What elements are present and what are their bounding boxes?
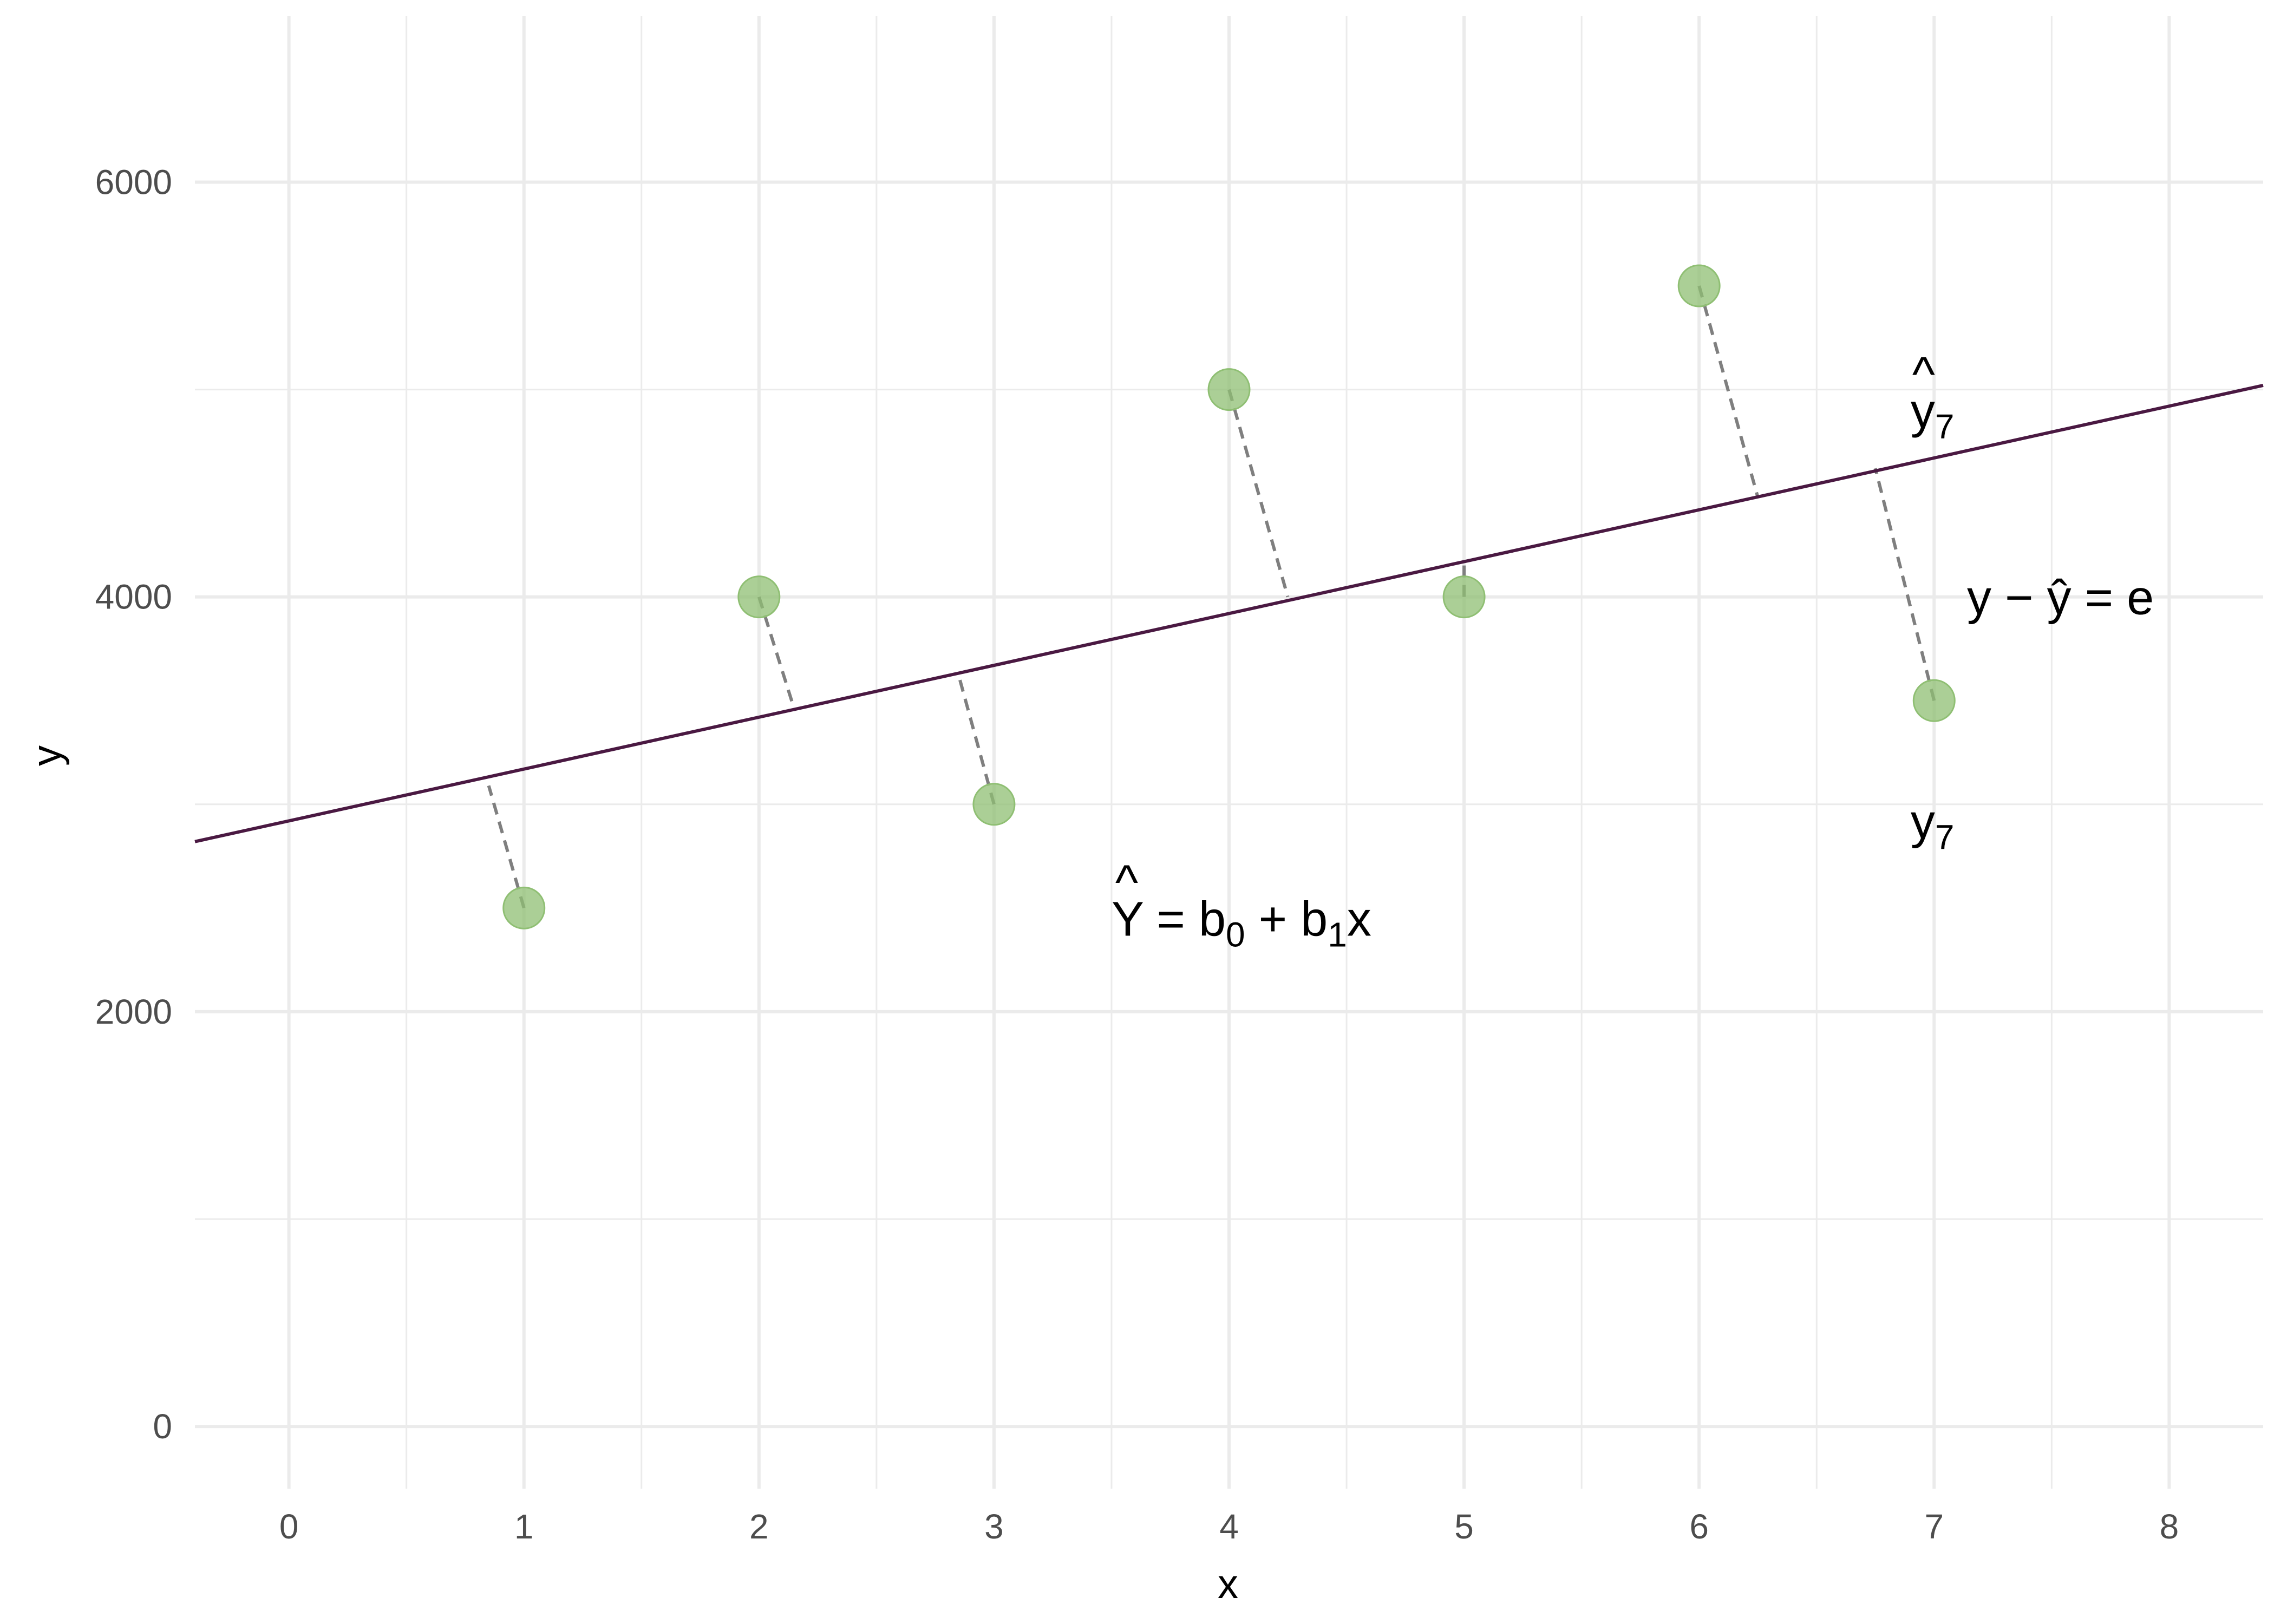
x-tick-label: 2 <box>749 1507 769 1546</box>
residual-equation: y − ŷ = e <box>1967 571 2154 625</box>
hat-mark: ^ <box>1912 348 1935 402</box>
regression-line <box>194 383 2264 843</box>
regression-line-group <box>194 383 2264 843</box>
label-y7: y7 <box>1911 795 1955 856</box>
y-tick-label: 6000 <box>95 162 172 201</box>
y-tick-labels: 0 2000 4000 6000 <box>95 162 172 1446</box>
annotation-yhat7: y7^ <box>1911 348 1955 446</box>
x-tick-label: 4 <box>1219 1507 1239 1546</box>
data-point <box>737 575 781 619</box>
annotation-resid: y − ŷ = e <box>1967 571 2154 625</box>
x-tick-label: 1 <box>514 1507 534 1546</box>
residual-segment <box>1697 285 1760 498</box>
y-tick-label: 4000 <box>95 578 172 617</box>
equation-text: Y = b0​ + b1​x <box>1112 892 1371 954</box>
y-tick-label: 0 <box>153 1407 172 1446</box>
residual-segment <box>1227 389 1290 598</box>
residual-segments <box>487 285 1936 909</box>
x-tick-label: 8 <box>2160 1507 2179 1546</box>
data-points <box>502 264 1956 929</box>
x-tick-label: 0 <box>279 1507 299 1546</box>
data-point <box>1912 679 1956 722</box>
x-axis-title: x <box>1218 1561 1238 1607</box>
label-yhat7: y7 <box>1911 384 1955 446</box>
y-axis-title: y <box>24 745 70 766</box>
x-tick-label: 5 <box>1454 1507 1474 1546</box>
x-tick-label: 6 <box>1689 1507 1709 1546</box>
data-point <box>972 783 1016 826</box>
data-point <box>1677 264 1721 307</box>
residual-segment <box>1873 468 1936 701</box>
y-tick-label: 2000 <box>95 992 172 1031</box>
hat-mark: ^ <box>1115 855 1138 909</box>
annotation-eq: Y = b0​ + b1​x^ <box>1112 855 1371 954</box>
annotation-y7: y7 <box>1911 795 1955 856</box>
x-tick-label: 7 <box>1924 1507 1944 1546</box>
x-tick-label: 3 <box>984 1507 1004 1546</box>
data-point <box>1442 575 1486 619</box>
x-tick-labels: 0 1 2 3 4 5 6 7 8 <box>279 1507 2179 1546</box>
annotations: Y = b0​ + b1​x^y7^y7y − ŷ = e <box>1112 348 2154 954</box>
major-gridlines <box>195 16 2263 1489</box>
residual-segment <box>957 675 996 805</box>
data-point <box>1207 368 1251 411</box>
data-point <box>502 886 546 929</box>
